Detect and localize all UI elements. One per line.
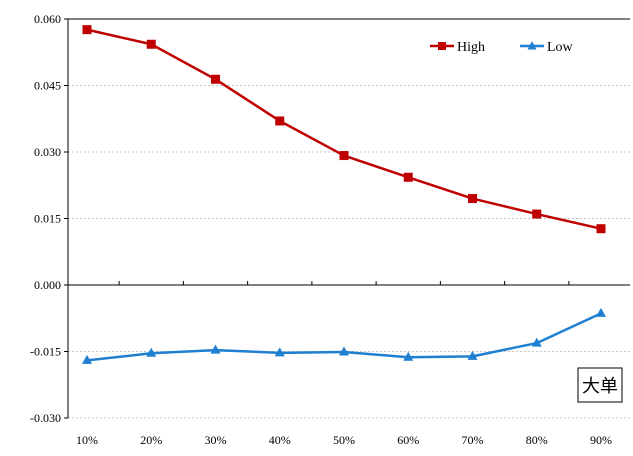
x-tick-label: 20% — [140, 433, 162, 447]
data-point-low — [210, 344, 221, 354]
data-point-high — [403, 172, 413, 182]
y-tick-label: 0.060 — [34, 12, 61, 26]
grid-lines — [68, 85, 630, 419]
data-point-high — [82, 25, 92, 35]
series-high — [82, 25, 606, 234]
x-tick-label: 10% — [76, 433, 98, 447]
x-tick-label: 90% — [590, 433, 612, 447]
x-tick-label: 40% — [269, 433, 291, 447]
data-point-high — [532, 209, 542, 219]
data-point-low — [82, 354, 92, 364]
data-point-low — [467, 350, 478, 360]
y-tick-label: 0.015 — [34, 212, 61, 226]
annotation-box — [577, 367, 623, 403]
legend-item-high: High — [430, 40, 485, 55]
data-point-high — [275, 116, 285, 126]
x-tick-label: 70% — [462, 433, 484, 447]
legend-low-marker — [527, 41, 537, 50]
y-tick-label: 0.045 — [34, 79, 61, 93]
data-point-low — [146, 347, 157, 357]
x-tick-label: 80% — [526, 433, 548, 447]
y-tick-label: -0.015 — [30, 345, 61, 359]
x-tick-label: 60% — [397, 433, 419, 447]
data-point-high — [468, 194, 477, 204]
data-point-low — [403, 351, 414, 361]
data-point-high — [596, 224, 606, 234]
data-point-low — [339, 346, 349, 356]
legend-high-marker — [438, 42, 446, 50]
x-tick-label: 50% — [333, 433, 355, 447]
legend: High Low — [430, 40, 574, 55]
data-point-low — [596, 307, 606, 317]
data-point-high — [146, 39, 156, 49]
legend-low-label: Low — [547, 40, 574, 55]
annotation-text: 大单 — [582, 376, 618, 397]
data-point-high — [211, 74, 220, 84]
series-layer — [82, 25, 606, 364]
series-low — [82, 307, 606, 364]
data-point-low — [531, 337, 542, 347]
x-tick-label: 30% — [205, 433, 227, 447]
legend-item-low: Low — [520, 40, 574, 55]
series-line-high — [86, 28, 602, 230]
data-point-low — [274, 347, 285, 357]
annotation-badge: 大单 — [577, 367, 623, 403]
y-tick-label: -0.030 — [30, 411, 61, 425]
legend-high-label: High — [457, 40, 485, 55]
data-point-high — [339, 151, 349, 161]
y-tick-label: 0.030 — [34, 145, 61, 159]
y-tick-labels: 0.060 0.045 0.030 0.015 0.000 -0.015 -0.030 — [30, 12, 68, 425]
x-tick-labels: 10% 20% 30% 40% 50% 60% 70% 80% 90% — [76, 281, 612, 447]
y-tick-label: 0.000 — [34, 278, 61, 292]
